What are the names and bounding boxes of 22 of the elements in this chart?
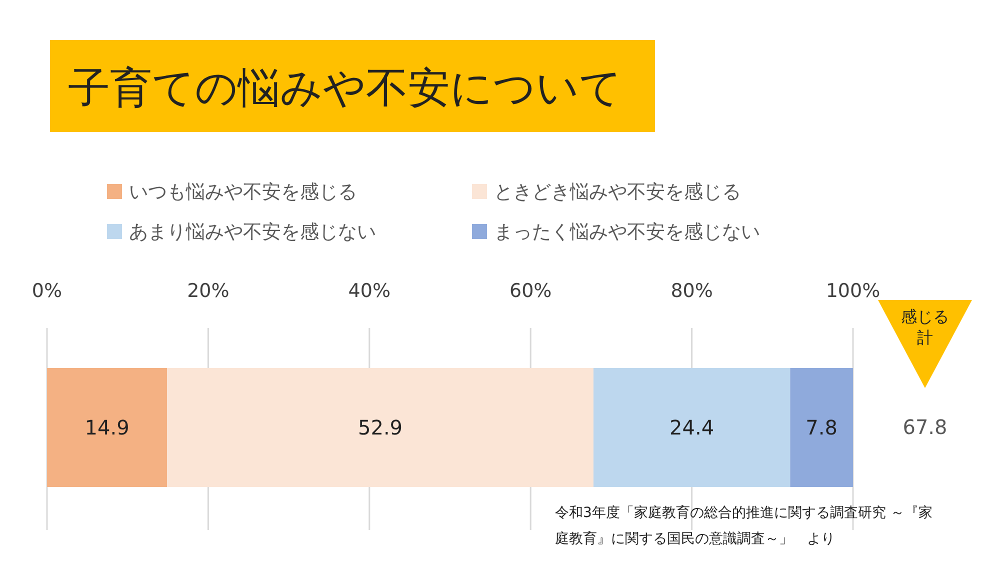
x-tick-label: 20% <box>187 280 230 302</box>
data-label: 24.4 <box>670 416 714 440</box>
data-label: 52.9 <box>358 416 403 440</box>
data-label: 7.8 <box>806 416 838 440</box>
legend-label: あまり悩みや不安を感じない <box>129 221 376 243</box>
legend-label: まったく悩みや不安を感じない <box>494 221 760 243</box>
x-tick-label: 60% <box>509 280 552 302</box>
bar <box>593 368 790 487</box>
annotation: 令和3年度「家庭教育の総合的推進に関する調査研究 ～『家庭教育』に関する国民の意識調査～」 より <box>555 504 932 547</box>
chart-title: 子育ての悩みや不安について <box>68 63 622 112</box>
x-tick-label: 100% <box>826 280 880 302</box>
x-tick-label: 0% <box>32 280 62 302</box>
text: 感じる計 <box>901 307 949 347</box>
x-tick-label: 40% <box>348 280 391 302</box>
text: 67.8 <box>902 415 948 439</box>
data-label: 14.9 <box>84 416 130 440</box>
bar <box>47 368 168 487</box>
x-tick-label: 80% <box>670 280 713 302</box>
legend-label: ときどき悩みや不安を感じる <box>494 181 741 203</box>
bar <box>790 368 853 487</box>
bar <box>167 368 594 487</box>
legend-label: いつも悩みや不安を感じる <box>129 181 357 203</box>
